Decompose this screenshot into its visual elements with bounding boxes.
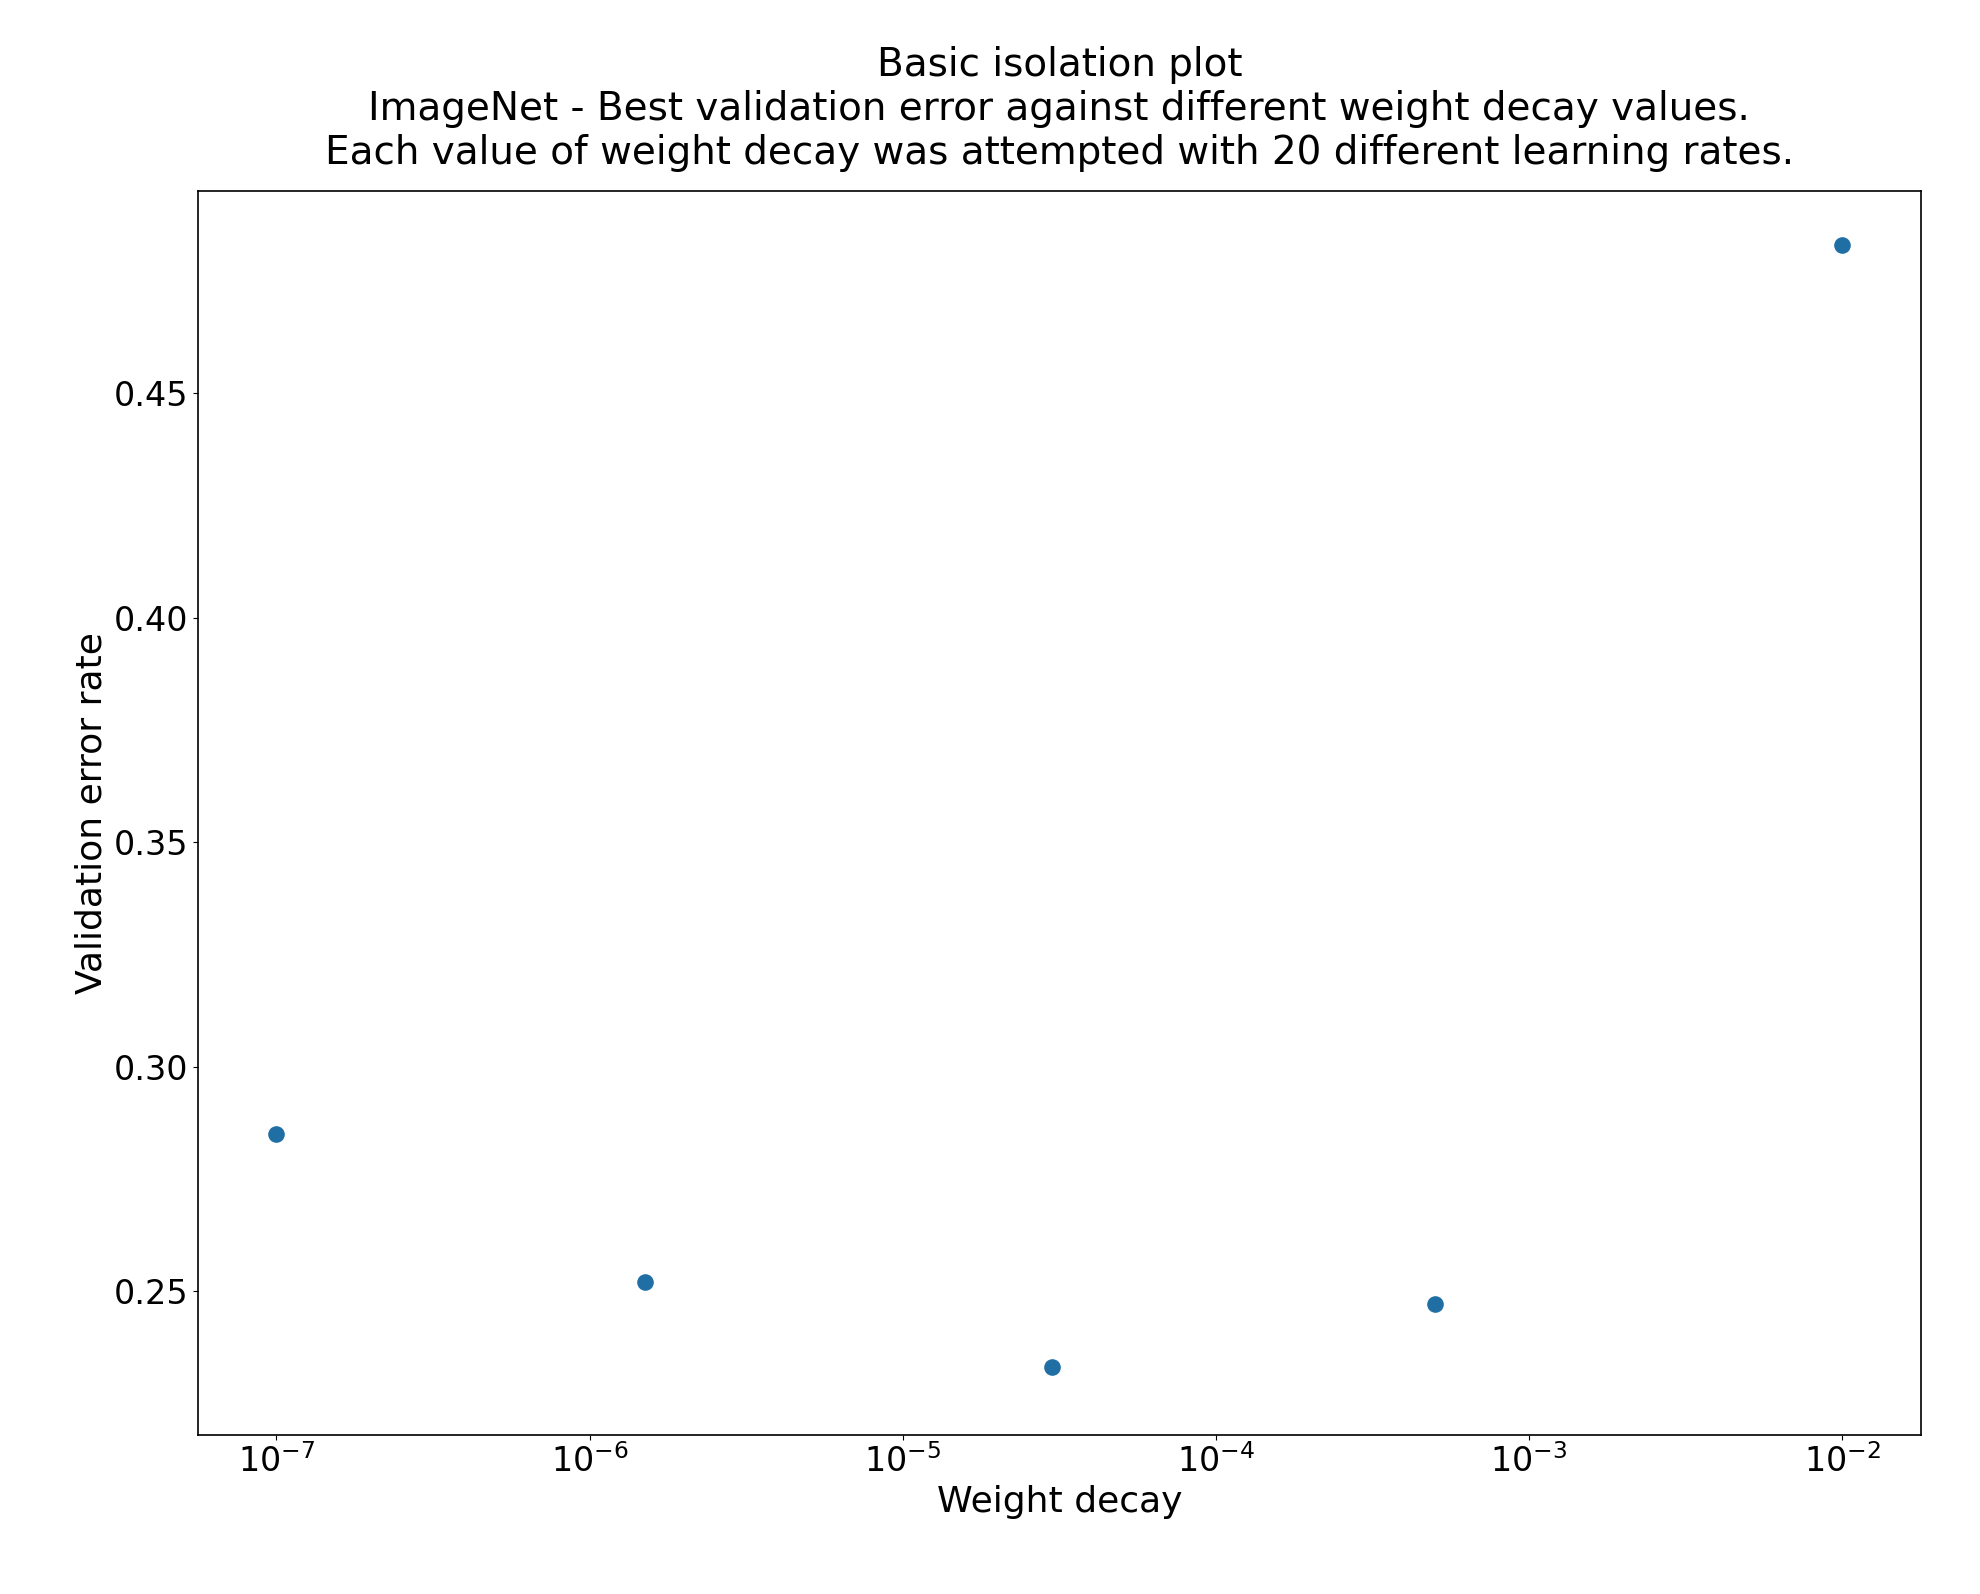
Point: [261, 1121, 293, 1146]
X-axis label: Weight decay: Weight decay: [937, 1484, 1182, 1519]
Point: [1826, 233, 1857, 258]
Y-axis label: Validation error rate: Validation error rate: [73, 631, 109, 995]
Point: [630, 1269, 661, 1294]
Point: [1420, 1291, 1451, 1317]
Point: [1036, 1355, 1067, 1380]
Title: Basic isolation plot
ImageNet - Best validation error against different weight d: Basic isolation plot ImageNet - Best val…: [325, 46, 1794, 172]
